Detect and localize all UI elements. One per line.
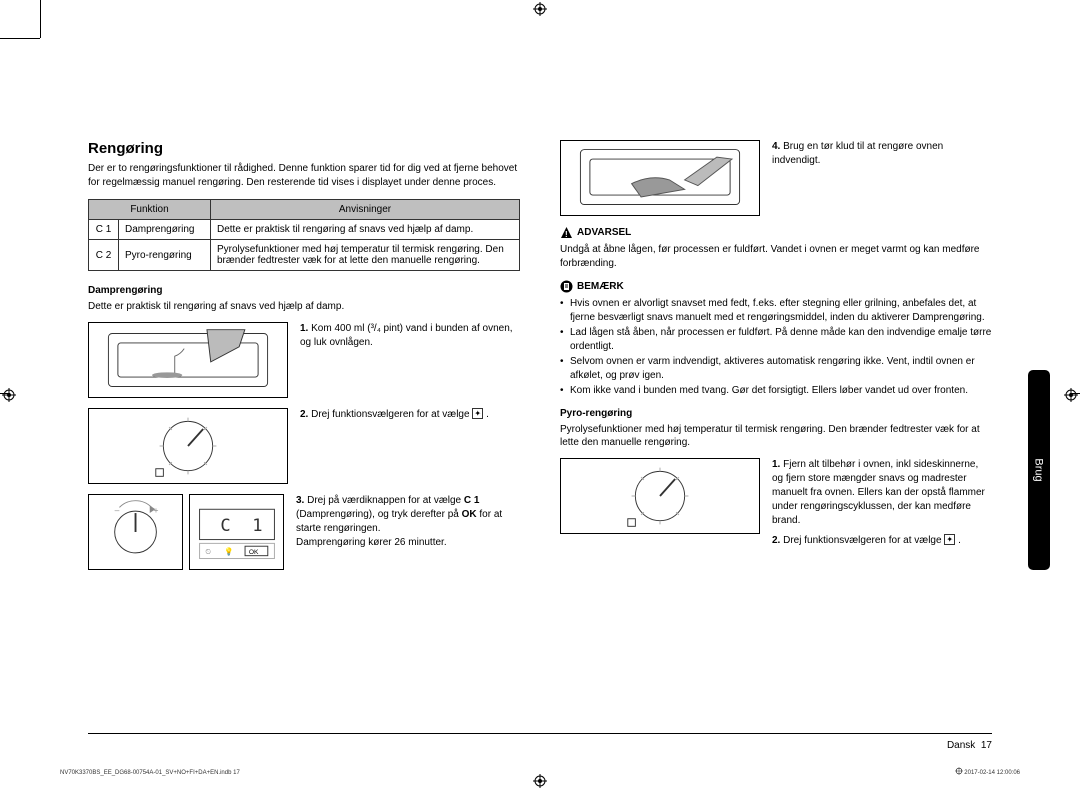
svg-text:⏲: ⏲	[205, 546, 211, 555]
registration-mark	[1064, 388, 1078, 402]
footer-page: Dansk 17	[947, 740, 992, 751]
intro-text: Der er to rengøringsfunktioner til rådig…	[88, 162, 520, 189]
page-title: Rengøring	[88, 140, 520, 157]
table-row: C 2 Pyro-rengøring Pyrolysefunktioner me…	[89, 240, 520, 271]
right-column: 4. Brug en tør klud til at rengøre ovnen…	[560, 140, 992, 580]
steam-desc: Dette er praktisk til rengøring af snavs…	[88, 300, 520, 314]
clean-icon	[944, 534, 955, 545]
footer-rule	[88, 733, 992, 734]
warning-heading: ! ADVARSEL	[560, 226, 992, 239]
pyro-step-1: 1. Fjern alt tilbehør i ovnen, inkl side…	[560, 458, 992, 548]
left-column: Rengøring Der er to rengøringsfunktioner…	[88, 140, 520, 580]
page-content: Rengøring Der er to rengøringsfunktioner…	[88, 140, 992, 730]
step-4: 4. Brug en tør klud til at rengøre ovnen…	[560, 140, 992, 216]
registration-mark	[2, 388, 16, 402]
clean-icon	[472, 408, 483, 419]
pyro-desc: Pyrolysefunktioner med høj temperatur ti…	[560, 423, 992, 450]
steam-heading: Damprengøring	[88, 285, 520, 296]
note-list: Hvis ovnen er alvorligt snavset med fedt…	[560, 297, 992, 398]
pyro-heading: Pyro-rengøring	[560, 408, 992, 419]
registration-mark	[533, 2, 547, 16]
svg-text:OK: OK	[248, 548, 258, 555]
svg-text:💡: 💡	[224, 546, 233, 555]
crop-mark	[40, 0, 41, 38]
th-function: Funktion	[89, 200, 211, 220]
function-table: Funktion Anvisninger C 1 Damprengøring D…	[88, 199, 520, 271]
th-instructions: Anvisninger	[211, 200, 520, 220]
table-row: C 1 Damprengøring Dette er praktisk til …	[89, 220, 520, 240]
meta-filename: NV70K3370BS_EE_DG68-00754A-01_SV+NO+FI+D…	[60, 770, 240, 776]
step-1: 1. Kom 400 ml (³/₄ pint) vand i bunden a…	[88, 322, 520, 398]
figure-function-dial-2	[560, 458, 760, 534]
note-heading: BEMÆRK	[560, 280, 992, 293]
meta-timestamp: 2017-02-14 12:00:06	[955, 767, 1020, 776]
warning-text: Undgå at åbne lågen, før processen er fu…	[560, 243, 992, 270]
crop-mark	[0, 38, 40, 39]
figure-display-c1: C 1 OK ⏲ 💡	[189, 494, 284, 570]
svg-text:C 1: C 1	[220, 516, 268, 536]
note-icon	[560, 280, 573, 293]
registration-mark	[533, 774, 547, 788]
svg-text:+: +	[153, 505, 158, 515]
svg-text:!: !	[565, 230, 568, 239]
figure-function-dial	[88, 408, 288, 484]
svg-text:–: –	[114, 505, 119, 515]
step-2: 2. Drej funktionsvælgeren for at vælge .	[88, 408, 520, 484]
figure-pour-water	[88, 322, 288, 398]
figure-value-knob: – +	[88, 494, 183, 570]
step-3: – + C 1 OK ⏲ 💡	[88, 494, 520, 570]
warning-icon: !	[560, 226, 573, 239]
figure-wipe-cloth	[560, 140, 760, 216]
side-tab: Brug	[1028, 370, 1050, 570]
